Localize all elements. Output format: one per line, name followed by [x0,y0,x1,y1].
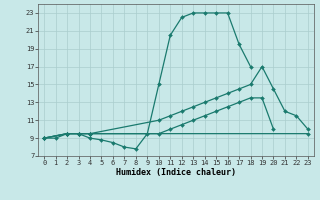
X-axis label: Humidex (Indice chaleur): Humidex (Indice chaleur) [116,168,236,177]
